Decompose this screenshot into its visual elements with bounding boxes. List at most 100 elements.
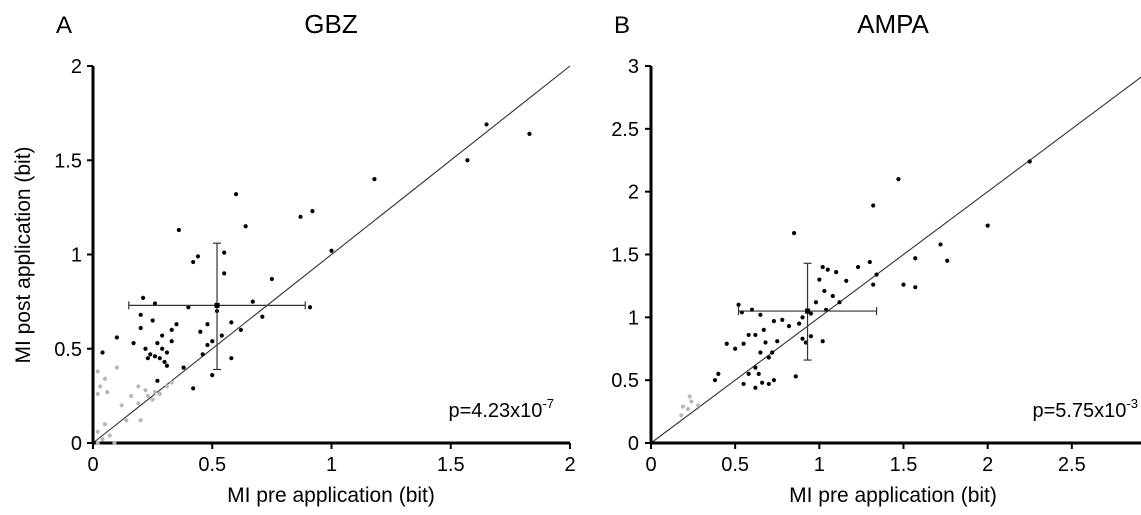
- data-point: [140, 295, 146, 300]
- data-point: [310, 209, 315, 214]
- data-point: [138, 418, 143, 423]
- y-tick-label: 2: [71, 56, 82, 78]
- data-point: [219, 333, 224, 338]
- data-point: [822, 288, 827, 294]
- data-point: [901, 282, 906, 287]
- data-point: [874, 272, 879, 277]
- data-point: [148, 352, 153, 357]
- data-point: [1027, 159, 1032, 164]
- data-point: [243, 224, 248, 229]
- x-axis-label: MI pre application (bit): [227, 484, 435, 507]
- identity-line: [650, 76, 1141, 444]
- data-point: [210, 373, 215, 378]
- x-axis-label: MI pre application (bit): [789, 484, 997, 507]
- data-point: [871, 203, 876, 208]
- y-tick-label: 1: [628, 307, 639, 329]
- x-tick-label: 1.5: [437, 454, 465, 476]
- data-point: [160, 346, 165, 351]
- y-tick-label: 0: [71, 433, 82, 455]
- data-point: [307, 305, 313, 310]
- data-point: [155, 378, 160, 383]
- y-axis-label: MI post application (bit): [12, 146, 35, 363]
- data-point: [716, 371, 721, 376]
- data-point: [484, 122, 489, 127]
- data-point: [803, 340, 808, 345]
- data-point: [124, 418, 129, 423]
- data-point: [160, 333, 165, 338]
- data-point: [138, 312, 143, 317]
- y-tick-label: 1: [71, 245, 82, 267]
- data-point: [753, 365, 758, 370]
- data-point: [761, 327, 766, 332]
- y-tick-label: 1.5: [611, 245, 639, 267]
- data-point: [733, 346, 738, 351]
- data-point: [763, 340, 768, 345]
- data-point: [913, 256, 918, 261]
- data-point: [837, 300, 842, 305]
- data-point: [797, 321, 802, 326]
- data-point: [825, 267, 830, 272]
- data-point: [200, 352, 205, 357]
- y-tick-label: 0.5: [611, 370, 639, 392]
- p-value-exponent: -7: [542, 396, 554, 411]
- data-point: [181, 365, 186, 370]
- data-point: [119, 403, 124, 408]
- data-point: [813, 300, 819, 305]
- data-point: [687, 394, 692, 399]
- data-point: [162, 359, 167, 365]
- data-point: [298, 214, 303, 219]
- data-point: [793, 374, 798, 379]
- y-tick-label: 3: [628, 56, 639, 78]
- p-value-annotation: p=4.23x10-7: [448, 396, 554, 422]
- data-point: [152, 301, 158, 306]
- data-point: [164, 363, 170, 368]
- data-point: [102, 422, 108, 427]
- data-point: [143, 346, 148, 351]
- data-point: [198, 329, 203, 334]
- y-tick-label: 0.5: [54, 339, 82, 361]
- data-point: [867, 259, 872, 265]
- data-point: [938, 242, 943, 247]
- panel-letter: A: [56, 12, 72, 39]
- data-point: [238, 327, 243, 332]
- data-point: [465, 158, 470, 163]
- data-point: [260, 314, 265, 319]
- data-point: [191, 259, 196, 265]
- data-point: [107, 433, 112, 438]
- data-point: [138, 325, 143, 331]
- data-point: [131, 340, 136, 346]
- series-grey: [95, 365, 174, 446]
- data-point: [945, 258, 950, 263]
- x-tick-label: 0: [645, 454, 656, 476]
- data-point: [758, 312, 763, 317]
- data-point: [775, 339, 780, 344]
- data-point: [985, 223, 990, 228]
- x-tick-label: 1: [326, 454, 337, 476]
- data-point: [820, 264, 825, 270]
- data-point: [136, 384, 141, 389]
- data-point: [169, 380, 174, 385]
- data-point: [269, 276, 274, 282]
- data-point: [808, 334, 814, 339]
- data-point: [222, 271, 227, 276]
- data-point: [760, 380, 765, 385]
- data-point: [105, 390, 110, 395]
- data-point: [679, 413, 684, 418]
- data-point: [800, 315, 805, 320]
- data-point: [834, 269, 839, 275]
- x-tick-label: 2: [564, 454, 575, 476]
- data-point: [229, 356, 234, 361]
- data-point: [689, 399, 694, 404]
- data-point: [741, 381, 746, 387]
- data-point: [129, 393, 134, 398]
- data-point: [143, 388, 148, 393]
- data-point: [830, 293, 835, 299]
- data-point: [114, 335, 119, 340]
- data-point: [800, 336, 805, 341]
- mean-marker: [805, 308, 811, 314]
- identity-line: [92, 65, 571, 444]
- data-point: [771, 378, 776, 383]
- data-point: [112, 440, 117, 446]
- data-point: [136, 401, 141, 406]
- data-point: [791, 231, 797, 236]
